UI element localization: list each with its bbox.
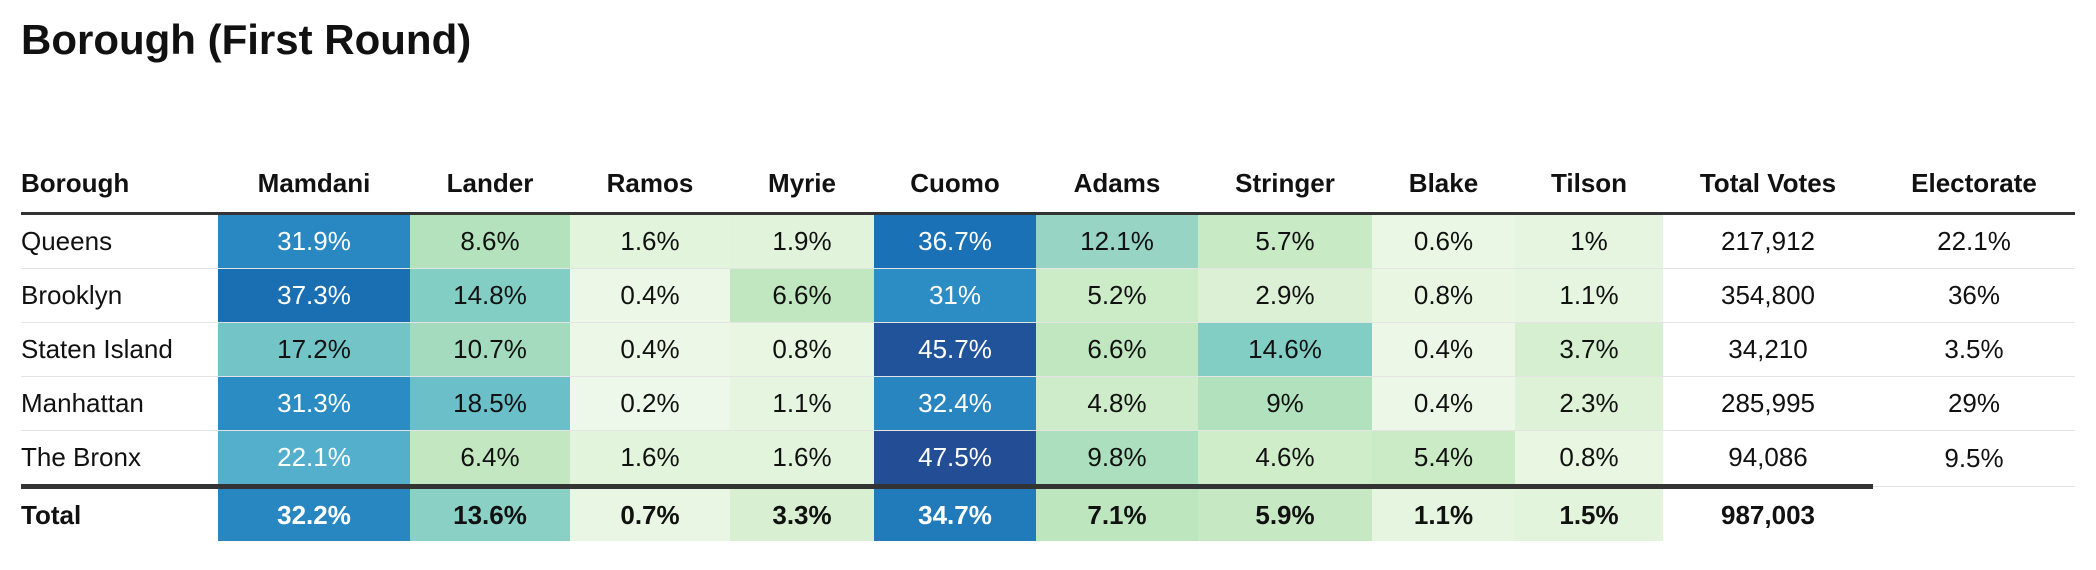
column-header: Stringer — [1198, 118, 1372, 215]
cell: 34,210 — [1663, 322, 1873, 377]
cell: 9% — [1198, 376, 1372, 431]
cell: 4.6% — [1198, 430, 1372, 487]
cell: 31.9% — [218, 213, 410, 269]
cell: 12.1% — [1036, 213, 1198, 269]
cell: 14.6% — [1198, 322, 1372, 377]
cell: 1.1% — [730, 376, 874, 431]
cell: 9.5% — [1873, 430, 2075, 487]
header-row: Borough Mamdani Lander Ramos Myrie Cuomo Adams… — [21, 118, 2075, 215]
cell: 0.4% — [1372, 322, 1515, 377]
column-header: Lander — [410, 118, 570, 215]
column-header: Blake — [1372, 118, 1515, 215]
cell: 31% — [874, 268, 1036, 323]
cell: 1.6% — [730, 430, 874, 487]
cell: 0.4% — [570, 322, 730, 377]
cell: 22.1% — [218, 430, 410, 487]
cell: 7.1% — [1036, 484, 1198, 541]
data-row: The Bronx 22.1% 6.4% 1.6% 1.6% 47.5% 9.8% 4.6% 5… — [21, 430, 2075, 487]
cell: 0.8% — [1515, 430, 1663, 487]
column-header: Mamdani — [218, 118, 410, 215]
cell: 3.3% — [730, 484, 874, 541]
cell: 14.8% — [410, 268, 570, 323]
cell: 4.8% — [1036, 376, 1198, 431]
row-label: The Bronx — [21, 430, 218, 487]
cell: 0.4% — [570, 268, 730, 323]
cell: 5.2% — [1036, 268, 1198, 323]
cell: 34.7% — [874, 484, 1036, 541]
cell: 0.2% — [570, 376, 730, 431]
cell: 6.4% — [410, 430, 570, 487]
cell: 0.8% — [730, 322, 874, 377]
cell: 1.6% — [570, 430, 730, 487]
title: Borough (First Round) — [21, 16, 472, 63]
cell: 36.7% — [874, 213, 1036, 269]
cell: 6.6% — [730, 268, 874, 323]
cell: 9.8% — [1036, 430, 1198, 487]
cell: 987,003 — [1663, 484, 1873, 541]
cell: 17.2% — [218, 322, 410, 377]
cell: 94,086 — [1663, 430, 1873, 487]
cell: 217,912 — [1663, 213, 1873, 269]
cell: 3.7% — [1515, 322, 1663, 377]
cell: 0.8% — [1372, 268, 1515, 323]
cell: 18.5% — [410, 376, 570, 431]
column-header: Myrie — [730, 118, 874, 215]
cell: 1.6% — [570, 213, 730, 269]
row-label: Staten Island — [21, 322, 218, 377]
cell: 47.5% — [874, 430, 1036, 487]
column-header: Borough — [21, 118, 218, 215]
cell: 1.5% — [1515, 484, 1663, 541]
row-label: Total — [21, 484, 218, 541]
cell: 8.6% — [410, 213, 570, 269]
row-label: Manhattan — [21, 376, 218, 431]
cell: 5.7% — [1198, 213, 1372, 269]
table-body: Queens 31.9% 8.6% 1.6% 1.9% 36.7% 12.1% 5.7% 0.6… — [21, 213, 2075, 541]
cell: 0.7% — [570, 484, 730, 541]
cell: 2.9% — [1198, 268, 1372, 323]
total-row: Total 32.2% 13.6% 0.7% 3.3% 34.7% 7.1% 5.9% 1.1%… — [21, 484, 2075, 541]
cell: 31.3% — [218, 376, 410, 431]
cell: 36% — [1873, 268, 2075, 323]
row-label: Brooklyn — [21, 268, 218, 323]
column-header: Ramos — [570, 118, 730, 215]
cell: 45.7% — [874, 322, 1036, 377]
column-header: Electorate — [1873, 118, 2075, 215]
cell: 1.1% — [1515, 268, 1663, 323]
cell: 32.4% — [874, 376, 1036, 431]
cell: 285,995 — [1663, 376, 1873, 431]
column-header: Tilson — [1515, 118, 1663, 215]
cell: 32.2% — [218, 484, 410, 541]
cell: 29% — [1873, 376, 2075, 431]
cell: 354,800 — [1663, 268, 1873, 323]
cell: 37.3% — [218, 268, 410, 323]
cell: 1.9% — [730, 213, 874, 269]
cell: 13.6% — [410, 484, 570, 541]
column-header: Adams — [1036, 118, 1198, 215]
cell: 1% — [1515, 213, 1663, 269]
cell: 5.4% — [1372, 430, 1515, 487]
results-table: Borough Mamdani Lander Ramos Myrie Cuomo Adams… — [21, 118, 2075, 541]
data-row: Manhattan 31.3% 18.5% 0.2% 1.1% 32.4% 4.8% 9% 0.… — [21, 376, 2075, 431]
cell: 1.1% — [1372, 484, 1515, 541]
cell: 3.5% — [1873, 322, 2075, 377]
cell: 0.4% — [1372, 376, 1515, 431]
cell: 5.9% — [1198, 484, 1372, 541]
cell: 22.1% — [1873, 213, 2075, 269]
data-row: Brooklyn 37.3% 14.8% 0.4% 6.6% 31% 5.2% 2.9% 0.8… — [21, 268, 2075, 323]
data-row: Queens 31.9% 8.6% 1.6% 1.9% 36.7% 12.1% 5.7% 0.6… — [21, 213, 2075, 269]
cell: 0.6% — [1372, 213, 1515, 269]
data-row: Staten Island 17.2% 10.7% 0.4% 0.8% 45.7% 6.6%… — [21, 322, 2075, 377]
cell: 2.3% — [1515, 376, 1663, 431]
column-header: Total Votes — [1663, 118, 1873, 215]
column-header: Cuomo — [874, 118, 1036, 215]
row-label: Queens — [21, 213, 218, 269]
cell: 10.7% — [410, 322, 570, 377]
cell: 6.6% — [1036, 322, 1198, 377]
